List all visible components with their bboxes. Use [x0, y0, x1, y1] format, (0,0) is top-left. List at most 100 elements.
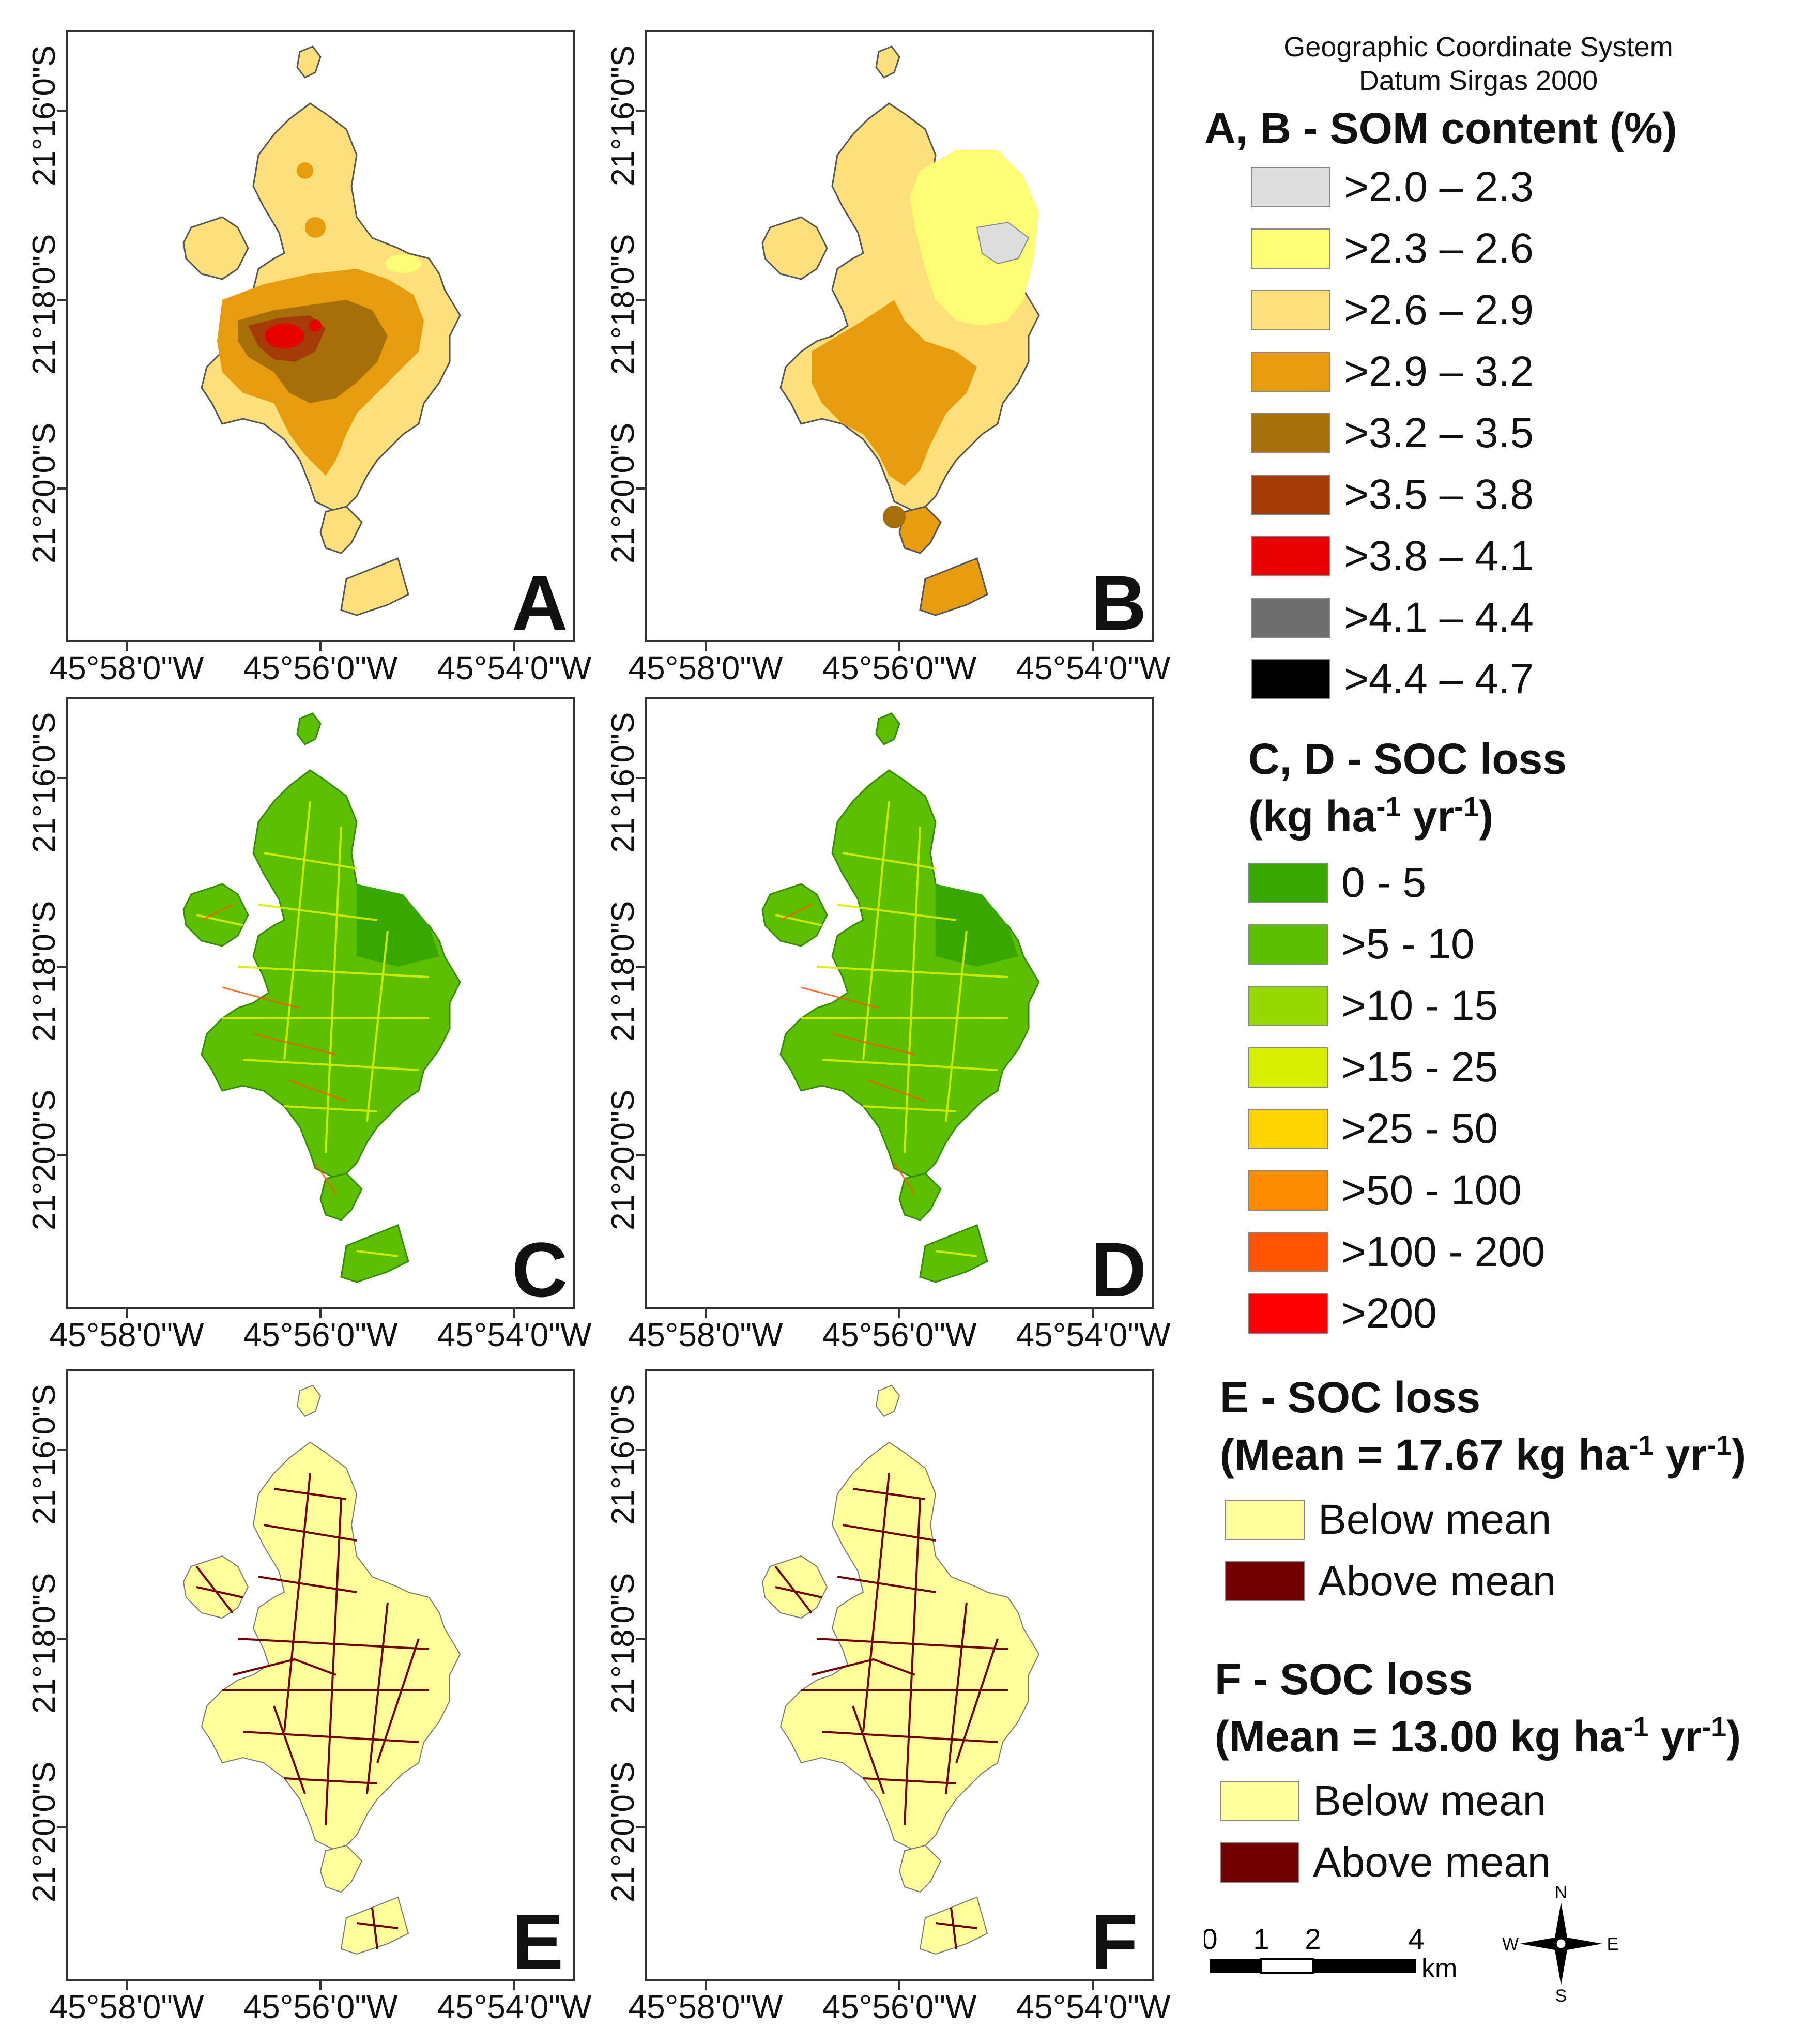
y-tick-label: 21°16'0"S — [605, 45, 641, 186]
y-tick-label: 21°16'0"S — [26, 712, 62, 853]
y-tick-label: 21°16'0"S — [26, 45, 62, 186]
datum-label: Datum Sirgas 2000 — [1358, 65, 1598, 96]
legend-label: 0 - 5 — [1341, 859, 1427, 906]
legend-swatch — [1251, 167, 1330, 207]
legend-swatch — [1220, 1781, 1299, 1821]
units-text: yr — [1401, 792, 1455, 841]
compass-n: N — [1555, 1883, 1568, 1902]
x-tick-label: 45°58'0"W — [49, 1988, 204, 2025]
legend-entry: Below mean — [1225, 1496, 1551, 1543]
y-tick-label: 21°18'0"S — [605, 1573, 641, 1714]
legend-swatch — [1251, 659, 1330, 699]
legend-panel: Geographic Coordinate System Datum Sirga… — [1189, 0, 1805, 2044]
legend-swatch — [1251, 290, 1330, 330]
scale-tick-label: 4 — [1408, 1923, 1424, 1955]
y-tick-label: 21°16'0"S — [605, 1384, 641, 1525]
units-text: ) — [1732, 1430, 1747, 1479]
legend-swatch — [1248, 1170, 1328, 1211]
north-arrow-icon: N S W E — [1502, 1883, 1618, 2006]
legend-swatch — [1251, 413, 1330, 453]
x-tick-label: 45°54'0"W — [1016, 1316, 1171, 1353]
legend-swatch — [1251, 536, 1330, 576]
y-tick-label: 21°20'0"S — [605, 1089, 641, 1230]
units-superscript: -1 — [1454, 791, 1479, 822]
scale-tick-label: 2 — [1305, 1923, 1321, 1955]
x-tick-label: 45°54'0"W — [437, 649, 592, 687]
units-superscript: -1 — [1702, 1712, 1727, 1743]
legend-entry: >2.6 – 2.9 — [1251, 286, 1534, 333]
legend-e-title: E - SOC loss — [1220, 1373, 1481, 1422]
legend-entry: >4.1 – 4.4 — [1251, 594, 1534, 641]
legend-swatch — [1251, 475, 1330, 515]
x-tick-label: 45°56'0"W — [243, 649, 398, 687]
y-tick-label: 21°20'0"S — [605, 422, 641, 563]
panel-letter-f: F — [1091, 1898, 1138, 1985]
panel-c-map — [57, 697, 575, 1318]
legend-entry: >5 - 10 — [1248, 921, 1475, 968]
y-tick-label: 21°20'0"S — [26, 1089, 62, 1230]
legend-label: >10 - 15 — [1341, 982, 1498, 1029]
x-tick-label: 45°56'0"W — [822, 649, 977, 687]
legend-label: >5 - 10 — [1341, 921, 1475, 968]
scale-tick-label: 1 — [1253, 1923, 1269, 1955]
legend-entry: 0 - 5 — [1248, 859, 1427, 906]
x-tick-label: 45°56'0"W — [243, 1988, 398, 2025]
legend-swatch — [1248, 1232, 1328, 1272]
y-tick-label: 21°18'0"S — [605, 234, 641, 375]
legend-entry: >2.0 – 2.3 — [1251, 163, 1534, 210]
scale-segment — [1210, 1959, 1261, 1973]
x-tick-label: 45°54'0"W — [1016, 1988, 1171, 2025]
legend-label: >2.3 – 2.6 — [1344, 225, 1534, 272]
legend-label: Below mean — [1313, 1777, 1547, 1824]
x-tick-label: 45°58'0"W — [628, 1316, 783, 1353]
scale-unit-label: km — [1421, 1954, 1457, 1984]
units-superscript: -1 — [1629, 1430, 1654, 1461]
legend-label: Above mean — [1313, 1839, 1551, 1886]
legend-entry: >2.3 – 2.6 — [1251, 225, 1534, 272]
units-text: ) — [1479, 792, 1494, 841]
panel-d-map — [636, 697, 1154, 1318]
legend-label: >200 — [1341, 1290, 1437, 1337]
legend-swatch — [1220, 1842, 1299, 1883]
legend-entry: Above mean — [1225, 1558, 1556, 1605]
x-tick-label: 45°58'0"W — [628, 649, 783, 687]
legend-label: >15 - 25 — [1341, 1044, 1498, 1091]
legend-swatch — [1248, 1293, 1328, 1334]
legend-entry: >3.2 – 3.5 — [1251, 409, 1534, 456]
panel-letter-a: A — [512, 559, 568, 646]
legend-swatch — [1251, 228, 1330, 269]
legend-e-units: (Mean = 17.67 kg ha-1 yr-1) — [1220, 1429, 1746, 1480]
legend-label: >100 - 200 — [1341, 1228, 1546, 1275]
units-text: yr — [1648, 1712, 1702, 1761]
legend-swatch — [1248, 1109, 1328, 1149]
units-text: ) — [1726, 1712, 1741, 1761]
y-tick-label: 21°18'0"S — [26, 901, 62, 1042]
legend-entry: >3.8 – 4.1 — [1251, 532, 1534, 579]
legend-swatch — [1248, 986, 1328, 1026]
legend-f-title: F - SOC loss — [1215, 1655, 1473, 1703]
legend-label: >4.1 – 4.4 — [1344, 594, 1534, 641]
legend-entry: >3.5 – 3.8 — [1251, 471, 1534, 518]
legend-label: >50 - 100 — [1341, 1167, 1522, 1214]
legend-label: >25 - 50 — [1341, 1105, 1498, 1152]
units-text: (Mean = 17.67 kg ha — [1220, 1430, 1629, 1479]
x-tick-label: 45°54'0"W — [437, 1988, 592, 2025]
y-tick-label: 21°16'0"S — [605, 712, 641, 853]
legend-f-units: (Mean = 13.00 kg ha-1 yr-1) — [1215, 1711, 1741, 1762]
legend-entry: >100 - 200 — [1248, 1228, 1546, 1275]
legend-swatch — [1248, 924, 1328, 965]
y-tick-label: 21°18'0"S — [26, 234, 62, 375]
x-tick-label: 45°54'0"W — [437, 1316, 592, 1353]
legend-entry: >200 — [1248, 1290, 1437, 1337]
legend-entry: Above mean — [1220, 1839, 1551, 1886]
units-text: (Mean = 13.00 kg ha — [1215, 1712, 1624, 1761]
units-text: yr — [1654, 1430, 1707, 1479]
legend-cd-units: (kg ha-1 yr-1) — [1248, 791, 1493, 842]
legend-entry: >50 - 100 — [1248, 1167, 1522, 1214]
x-tick-label: 45°58'0"W — [49, 649, 204, 687]
legend-label: Above mean — [1318, 1558, 1556, 1605]
legend-swatch — [1251, 352, 1330, 392]
legend-swatch — [1225, 1500, 1305, 1540]
legend-label: Below mean — [1318, 1496, 1552, 1543]
panel-letter-b: B — [1091, 559, 1147, 646]
